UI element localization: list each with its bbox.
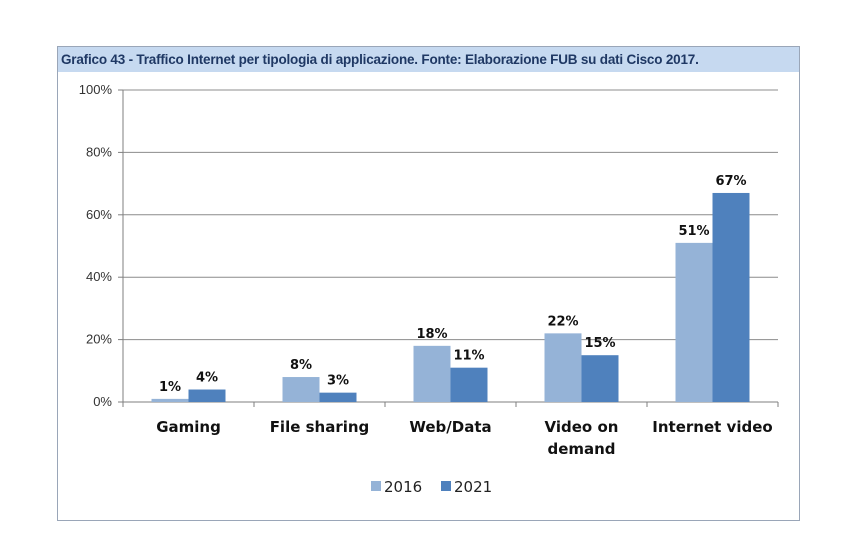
bar-2016 (544, 333, 582, 402)
data-label: 4% (196, 371, 218, 386)
category-label: Gaming (156, 418, 221, 436)
bar-2021 (450, 367, 488, 402)
category-label: File sharing (270, 418, 370, 436)
data-label: 51% (678, 224, 709, 239)
data-label: 3% (327, 374, 349, 389)
y-tick-label: 20% (86, 332, 112, 347)
bar-2021 (712, 192, 750, 402)
bar-chart: 0% 20% 40% 60% 80% 100% 1% 4% Gaming 8% 3% File sha… (79, 82, 779, 496)
bar-2016 (413, 345, 451, 402)
legend-swatch-2021 (441, 481, 451, 491)
category-label: Internet video (652, 418, 772, 436)
chart-frame: Grafico 43 - Traffico Internet per tipol… (57, 46, 800, 521)
bar-2016 (151, 398, 189, 402)
y-tick-label: 40% (86, 269, 112, 284)
legend-swatch-2016 (371, 481, 381, 491)
bar-2021 (188, 389, 226, 402)
category-label: Video on (545, 418, 619, 436)
data-label: 15% (584, 336, 615, 351)
data-label: 1% (159, 380, 181, 395)
legend-label: 2021 (454, 478, 492, 496)
y-tick-label: 0% (93, 394, 112, 409)
bar-2016 (282, 377, 320, 402)
category-label: demand (547, 440, 615, 458)
category-label: Web/Data (409, 418, 491, 436)
data-label: 67% (715, 174, 746, 189)
data-label: 22% (547, 314, 578, 329)
data-label: 8% (290, 358, 312, 373)
data-label: 18% (416, 327, 447, 342)
y-tick-label: 60% (86, 207, 112, 222)
y-tick-label: 100% (79, 82, 113, 97)
y-tick-label: 80% (86, 144, 112, 159)
bar-2021 (319, 392, 357, 402)
chart-caption: Grafico 43 - Traffico Internet per tipol… (58, 47, 799, 72)
bar-2016 (675, 242, 713, 402)
legend-label: 2016 (384, 478, 422, 496)
bar-2021 (581, 355, 619, 402)
data-label: 11% (453, 349, 484, 364)
